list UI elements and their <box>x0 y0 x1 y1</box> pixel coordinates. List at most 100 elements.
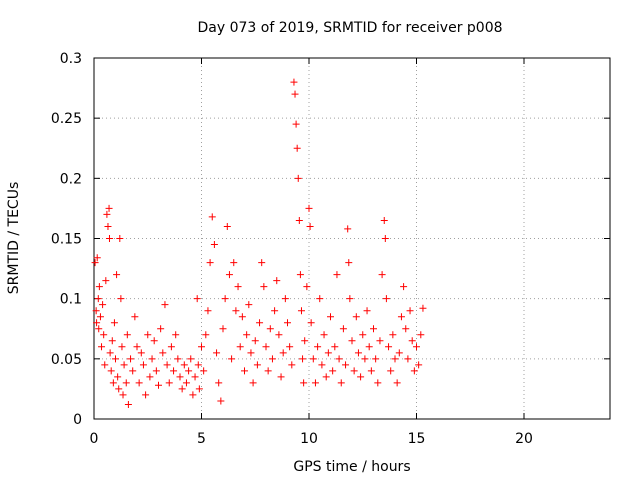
data-point <box>303 283 311 291</box>
data-point <box>108 337 116 345</box>
data-point <box>322 373 330 381</box>
data-point <box>415 361 423 369</box>
data-point <box>93 254 101 262</box>
data-point <box>370 325 377 333</box>
x-tick-label: 5 <box>197 431 206 447</box>
data-point <box>291 90 299 98</box>
data-point <box>404 355 412 363</box>
data-point <box>387 367 395 375</box>
y-tick-label: 0.05 <box>51 352 82 368</box>
data-point <box>96 313 104 321</box>
data-point <box>195 385 203 393</box>
chart-title: Day 073 of 2019, SRMTID for receiver p00… <box>197 20 502 36</box>
data-point <box>329 367 337 375</box>
y-tick-label: 0 <box>73 412 82 428</box>
data-point <box>301 337 309 345</box>
data-point <box>367 367 375 375</box>
data-point <box>215 379 223 387</box>
data-point <box>103 210 111 218</box>
data-point <box>260 283 268 291</box>
data-point <box>251 337 259 345</box>
data-point <box>208 213 216 221</box>
y-tick-label: 0.3 <box>60 51 82 67</box>
data-point <box>264 367 272 375</box>
data-point <box>335 355 343 363</box>
y-tick-label: 0.2 <box>60 171 82 187</box>
data-point <box>95 325 103 333</box>
data-point <box>417 331 425 339</box>
data-point <box>247 349 255 357</box>
data-point <box>206 259 214 267</box>
axis-ticks: 0 5 10 15 20 0 0.05 0.1 0.15 0.2 0.25 0.3 <box>51 51 610 447</box>
data-point <box>185 367 193 375</box>
data-point <box>204 307 212 315</box>
data-point <box>359 331 367 339</box>
data-point <box>241 367 248 375</box>
data-point <box>144 331 152 339</box>
data-point <box>163 361 171 369</box>
data-point <box>170 367 178 375</box>
data-point <box>295 216 303 224</box>
data-point <box>191 373 199 381</box>
data-point <box>266 325 274 333</box>
data-point <box>146 373 154 381</box>
data-point <box>381 235 389 242</box>
data-point <box>142 391 150 399</box>
data-point <box>200 367 208 375</box>
data-point <box>219 325 227 333</box>
data-point <box>100 331 108 339</box>
data-point <box>129 367 137 375</box>
data-point <box>374 379 382 387</box>
data-point <box>256 319 264 327</box>
data-point <box>350 367 358 375</box>
data-point <box>382 295 390 303</box>
data-point <box>115 385 123 393</box>
data-point <box>114 373 122 381</box>
data-point <box>309 355 317 363</box>
data-point <box>105 235 113 242</box>
data-point <box>391 355 399 363</box>
data-point <box>193 295 201 303</box>
data-point <box>279 349 287 357</box>
data-point <box>161 301 169 309</box>
data-point <box>365 343 373 351</box>
data-point <box>217 397 225 405</box>
data-point <box>123 331 131 339</box>
data-point <box>320 331 328 339</box>
x-tick-label: 0 <box>90 431 99 447</box>
data-point <box>101 361 109 369</box>
data-point <box>400 283 408 291</box>
data-point <box>361 355 369 363</box>
data-point <box>345 259 353 267</box>
data-point <box>389 331 397 339</box>
data-point <box>395 349 403 357</box>
data-point <box>117 295 125 303</box>
data-point <box>311 379 319 387</box>
data-point <box>225 271 233 279</box>
data-point <box>262 343 270 351</box>
data-point <box>372 355 380 363</box>
data-point <box>131 313 139 321</box>
data-point <box>397 313 405 321</box>
data-point <box>165 379 173 387</box>
data-point <box>94 295 102 303</box>
data-point <box>249 379 257 387</box>
data-point <box>314 343 322 351</box>
data-point <box>339 325 347 333</box>
data-points <box>91 78 427 409</box>
data-point <box>137 349 145 357</box>
data-point <box>99 301 107 309</box>
data-point <box>324 349 332 357</box>
data-point <box>393 379 401 387</box>
data-point <box>110 319 118 327</box>
data-point <box>258 259 266 267</box>
data-point <box>363 307 371 315</box>
data-point <box>119 391 127 399</box>
data-point <box>91 259 99 267</box>
data-point <box>150 337 158 345</box>
data-point <box>104 222 112 230</box>
data-point <box>109 379 117 387</box>
data-point <box>297 307 305 315</box>
data-point <box>293 144 301 152</box>
